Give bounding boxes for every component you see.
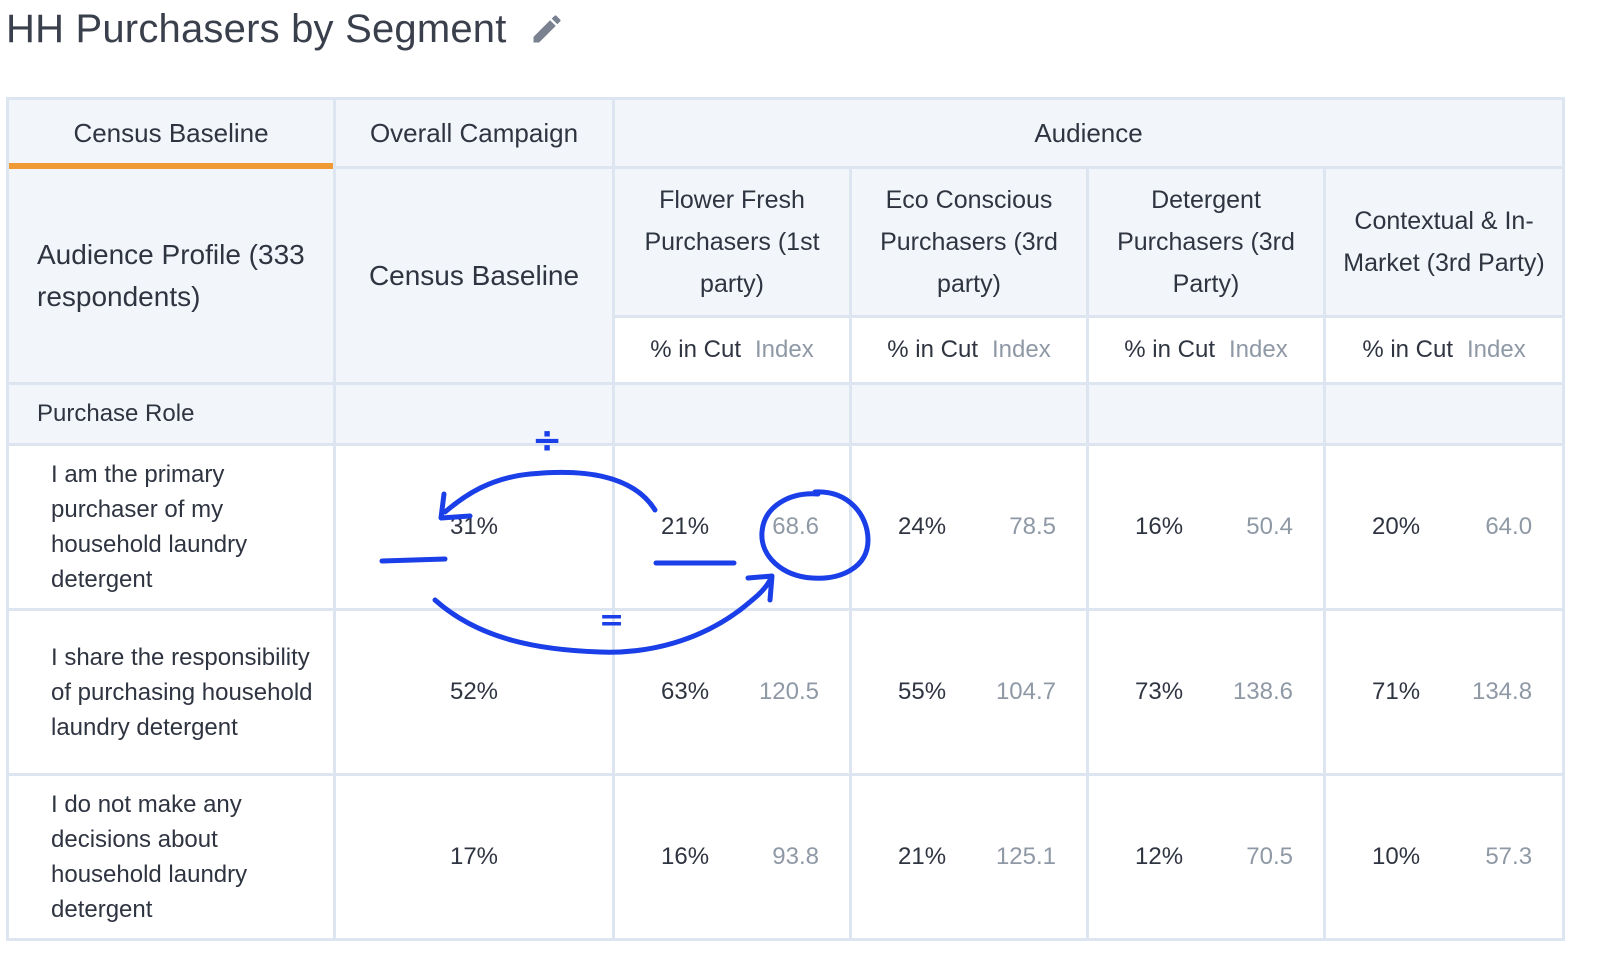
index-value: 138.6: [1232, 678, 1293, 705]
index-value: 93.8: [772, 843, 819, 870]
index-value: 64.0: [1485, 513, 1533, 540]
audience-header: Audience: [611, 97, 1566, 169]
baseline-value: 52%: [333, 608, 615, 776]
index-label: Index: [1467, 336, 1526, 363]
pct-value: 21%: [661, 513, 710, 540]
segment-header-contextual: Contextual & In-Market (3rd Party): [1322, 166, 1566, 318]
index-value: 125.1: [995, 843, 1056, 870]
pencil-icon[interactable]: [527, 9, 567, 49]
segment-header-eco-conscious: Eco Conscious Purchasers (3rd party): [849, 166, 1089, 318]
pct-value: 12%: [1135, 843, 1184, 870]
table-row: I do not make any decisions about househ…: [6, 773, 1566, 941]
pct-value: 16%: [1135, 513, 1184, 540]
index-label: Index: [754, 336, 814, 363]
pct-value: 63%: [661, 678, 710, 705]
table-row: I am the primary purchaser of my househo…: [6, 443, 1566, 611]
row-label: I am the primary purchaser of my househo…: [6, 443, 336, 611]
pct-value: 24%: [898, 513, 947, 540]
index-value: 78.5: [1009, 513, 1056, 540]
sub-header: % in Cut Index: [612, 315, 852, 385]
table-row: I share the responsibility of purchasing…: [6, 608, 1566, 776]
index-value: 68.6: [772, 513, 819, 540]
baseline-value: 31%: [333, 443, 615, 611]
sub-header: % in Cut Index: [1086, 315, 1326, 385]
row-label: I share the responsibility of purchasing…: [6, 608, 336, 776]
segment-header-flower-fresh: Flower Fresh Purchasers (1st party): [612, 166, 852, 318]
pct-value: 55%: [898, 678, 947, 705]
index-value: 57.3: [1485, 843, 1533, 870]
pct-value: 16%: [661, 843, 710, 870]
tab-census-baseline[interactable]: Census Baseline: [6, 97, 336, 171]
tab-overall-campaign[interactable]: Overall Campaign: [333, 97, 615, 169]
index-value: 120.5: [758, 678, 819, 705]
pct-value: 10%: [1372, 843, 1421, 870]
pct-in-cut-label: % in Cut: [1124, 336, 1215, 363]
index-value: 50.4: [1246, 513, 1293, 540]
audience-profile-header: Audience Profile (333 respondents): [6, 166, 336, 385]
index-value: 70.5: [1246, 843, 1293, 870]
page-title: HH Purchasers by Segment: [6, 6, 507, 51]
index-value: 104.7: [995, 678, 1056, 705]
page-header: HH Purchasers by Segment: [6, 4, 567, 54]
sub-header: % in Cut Index: [1322, 315, 1566, 385]
index-label: Index: [1228, 336, 1288, 363]
index-value: 134.8: [1471, 678, 1533, 705]
pct-in-cut-label: % in Cut: [1362, 336, 1454, 363]
pct-in-cut-label: % in Cut: [887, 336, 978, 363]
section-purchase-role: Purchase Role: [6, 382, 336, 446]
index-label: Index: [991, 336, 1051, 363]
pct-value: 71%: [1372, 678, 1421, 705]
pct-value: 73%: [1135, 678, 1184, 705]
baseline-value: 17%: [333, 773, 615, 941]
pct-in-cut-label: % in Cut: [650, 336, 741, 363]
pct-value: 21%: [898, 843, 947, 870]
pct-value: 20%: [1372, 513, 1421, 540]
segment-header-detergent: Detergent Purchasers (3rd Party): [1086, 166, 1326, 318]
segment-table: Census Baseline Overall Campaign Audienc…: [6, 97, 1566, 941]
census-baseline-column-header: Census Baseline: [333, 166, 615, 385]
row-label: I do not make any decisions about househ…: [6, 773, 336, 941]
sub-header: % in Cut Index: [849, 315, 1089, 385]
